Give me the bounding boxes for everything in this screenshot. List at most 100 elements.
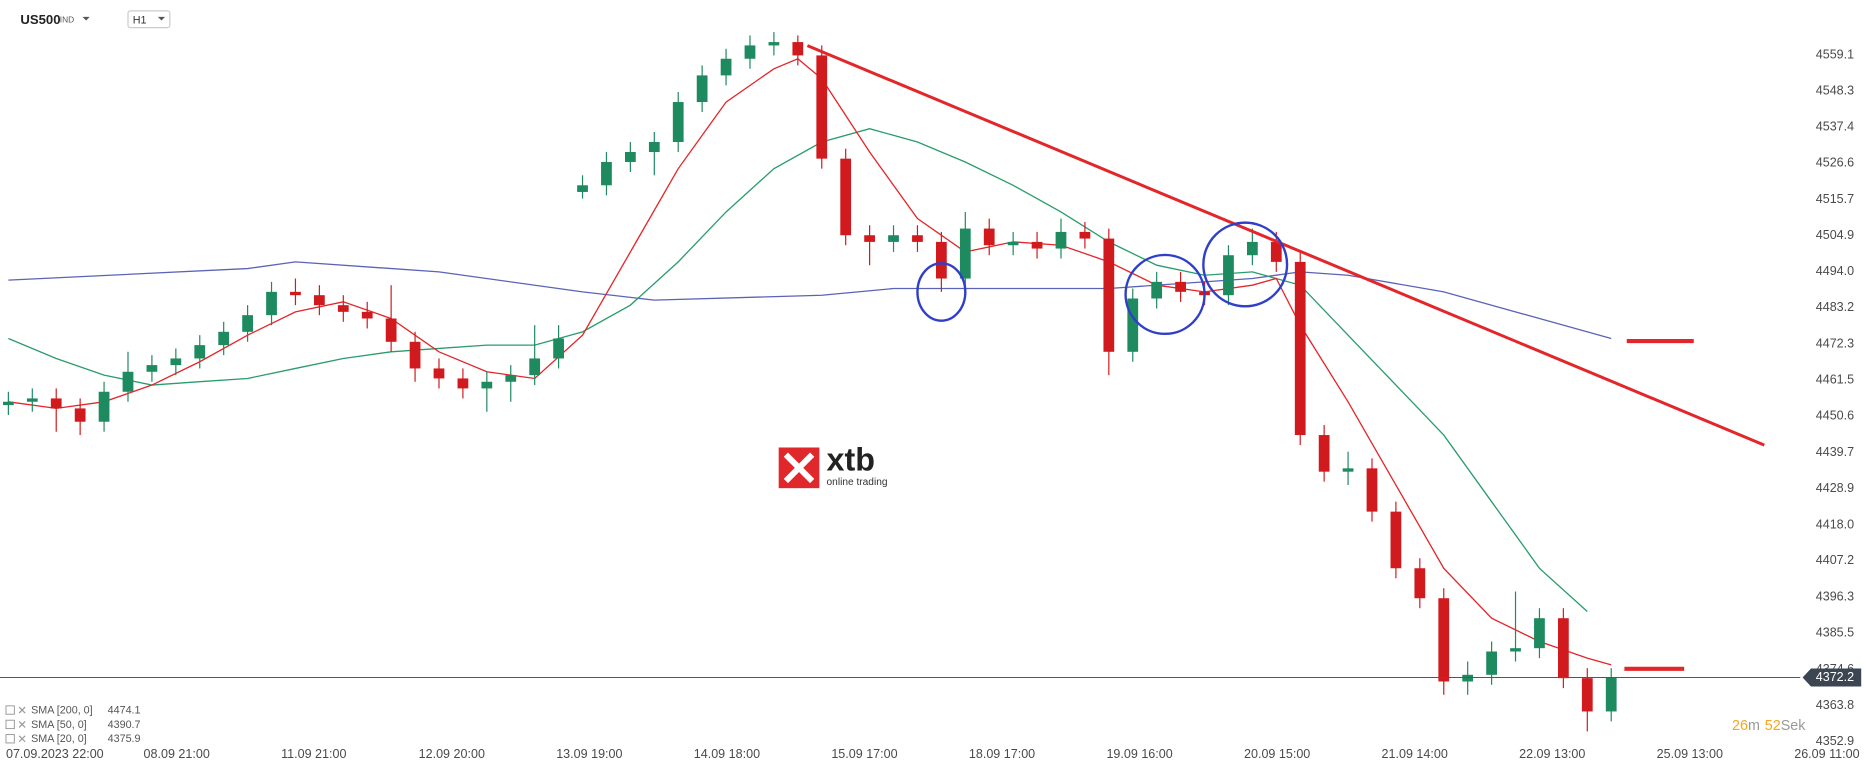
x-tick-label: 21.09 14:00 [1382,747,1448,761]
candle-body [433,368,445,379]
candle-body [50,398,62,409]
last-price-tag [1802,668,1862,687]
candle-body [481,381,493,389]
legend-close [18,720,26,728]
candle-body [720,58,732,76]
x-tick-label: 13.09 19:00 [556,747,622,761]
candle-body [888,235,899,242]
logo: xtb online trading [778,441,888,489]
legend-value: 4474.1 [108,704,141,716]
sma-line [8,57,1612,666]
y-tick-label: 4450.6 [1816,409,1854,423]
annotations [806,44,1765,671]
candle-body [577,185,588,192]
legend-icon [5,705,15,715]
legend-label: SMA [20, 0] [31,733,87,745]
x-tick-label: 22.09 13:00 [1519,747,1585,761]
countdown-seconds: 52 [1765,718,1781,734]
y-tick-label: 4396.3 [1816,590,1854,604]
x-tick-label: 11.09 21:00 [281,747,346,761]
y-tick-label: 4559.1 [1816,47,1854,61]
candle-body [242,315,253,332]
plot-area [2,32,1617,732]
candle-body [385,318,397,342]
timeframe: H1 [133,14,147,26]
candle-body [146,365,158,372]
candle-body [361,311,373,319]
logo-name: xtb [827,441,875,477]
legend-label: SMA [50, 0] [31,719,87,731]
last-price-label: 4372.2 [1816,670,1854,684]
candle-body [1534,618,1545,649]
legend: SMA [200, 0] 4474.1 SMA [50, 0] 4390.7 SMA [… [5,704,141,745]
candle-body [457,378,469,389]
legend-close [18,735,26,743]
candle-body [744,45,756,59]
candle-body [1294,261,1306,436]
candle-body [1031,241,1043,249]
symbol-type: IND [60,15,74,25]
symbol: US500 [20,12,60,27]
x-tick-label: 07.09.2023 22:00 [6,747,104,761]
candle-body [1318,435,1330,472]
countdown-unit: m [1748,718,1760,734]
sma-line [8,128,1588,612]
x-tick-label: 08.09 21:00 [144,747,210,761]
circle-annotation [1202,221,1289,308]
candle-body [1390,511,1402,569]
candle-body [1605,677,1617,712]
x-tick-label: 12.09 20:00 [419,747,485,761]
candle-body [337,305,349,312]
candle-body [1151,281,1163,299]
logo-cross [783,452,815,484]
x-tick-label: 15.09 17:00 [831,747,897,761]
candle-body [1007,241,1019,246]
candle-body [26,398,38,402]
x-tick-label: 14.09 18:00 [694,747,760,761]
y-tick-label: 4494.0 [1816,264,1854,278]
symbol-dropdown[interactable] [82,16,90,21]
candle-body [864,235,875,242]
candle-body [1557,618,1569,679]
circle-annotation [1124,253,1206,336]
candle-body [170,358,182,366]
y-tick-label: 4461.5 [1816,372,1854,386]
sma-line [8,261,1612,340]
y-tick-label: 4537.4 [1816,120,1854,134]
timeframe-select[interactable] [127,10,171,29]
candle-body [624,151,636,162]
candle-body [553,338,564,359]
y-tick-label: 4428.9 [1816,481,1854,495]
legend-label: SMA [200, 0] [31,704,93,716]
trend-line [806,44,1765,447]
candle-body [1342,468,1354,472]
legend-icon [5,734,15,744]
candle-body [313,295,325,306]
candle-body [194,345,206,359]
candle-body [816,55,828,159]
y-tick-label: 4548.3 [1816,83,1854,97]
candle-body [1175,281,1186,292]
candle-body [1055,231,1067,249]
candle-body [672,102,684,142]
candle-body [959,228,971,279]
candle-body [98,391,110,422]
candle-body [1103,238,1115,352]
candle-body [840,158,852,236]
candle-body [1438,598,1450,682]
y-tick-label: 4515.7 [1816,192,1854,206]
timeframe-arrow [157,16,166,21]
circle-annotation [916,262,967,322]
candle-body [529,358,541,376]
candle-body [409,341,421,369]
symbol-header: US500 IND H1 [20,10,171,29]
candle-body [601,161,612,186]
y-tick-label: 4472.3 [1816,336,1854,350]
countdown: 26m 52Sek [1732,718,1806,734]
y-tick-label: 4526.6 [1816,156,1854,170]
candle-body [2,401,14,406]
candle-body [290,291,301,296]
countdown-minutes: 26 [1732,718,1748,734]
